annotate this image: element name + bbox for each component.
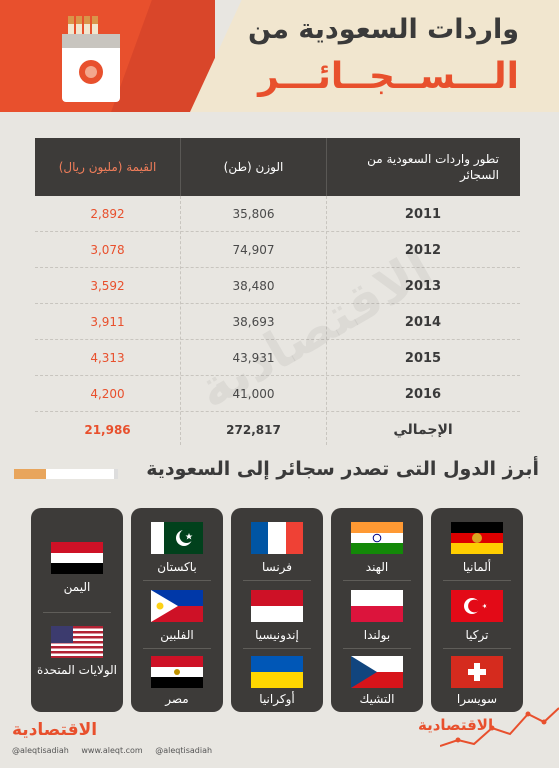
website-link[interactable]: www.aleqt.com xyxy=(81,746,143,755)
germany-flag-icon xyxy=(451,522,503,554)
cell-year: 2015 xyxy=(404,350,442,366)
table-row: 2,892 35,806 2011 xyxy=(35,196,520,232)
cell-weight: 38,693 xyxy=(232,315,275,329)
country-pakistan: باكستان xyxy=(157,560,197,574)
cell-weight: 35,806 xyxy=(232,207,275,221)
turkey-flag-icon xyxy=(451,590,503,622)
cell-value: 2,892 xyxy=(90,207,125,221)
total-label: الإجمالي xyxy=(393,422,453,438)
social-links: @aleqtisadiah www.aleqt.com @aleqtisadia… xyxy=(12,746,222,755)
cell-year: 2013 xyxy=(404,278,442,294)
cigarette-icon xyxy=(14,469,118,479)
header: واردات السعودية من الـــســجــائـــر xyxy=(0,0,559,112)
table-header: القيمة (مليون ريال) الوزن (طن) تطور وارد… xyxy=(35,138,520,196)
trend-line-icon xyxy=(440,707,559,747)
table-row: 4,313 43,931 2015 xyxy=(35,340,520,376)
poland-flag-icon xyxy=(351,590,403,622)
country-egypt: مصر xyxy=(165,692,189,706)
cell-year: 2011 xyxy=(404,206,442,222)
header-year: تطور واردات السعودية من السجائر xyxy=(367,152,499,182)
pakistan-flag-icon xyxy=(151,522,203,554)
country-card-column: فرنسا إندونيسيا أوكرانيا xyxy=(231,508,323,712)
country-france: فرنسا xyxy=(261,560,293,574)
table-row: 3,911 38,693 2014 xyxy=(35,304,520,340)
india-flag-icon xyxy=(351,522,403,554)
imports-table: القيمة (مليون ريال) الوزن (طن) تطور وارد… xyxy=(35,138,520,445)
country-card-column: اليمن الولايات المتحدة xyxy=(31,508,123,712)
country-germany: ألمانيا xyxy=(462,560,492,574)
header-value: القيمة (مليون ريال) xyxy=(58,160,157,174)
usa-flag-icon xyxy=(51,626,103,658)
country-poland: بولندا xyxy=(363,628,391,642)
cell-value: 3,592 xyxy=(90,279,125,293)
ukraine-flag-icon xyxy=(251,656,303,688)
cigarette-pack-icon xyxy=(62,16,120,102)
country-card-column: ألمانيا تركيا سويسرا xyxy=(431,508,523,712)
total-weight: 272,817 xyxy=(226,423,281,437)
page-title-line1: واردات السعودية من xyxy=(247,14,519,45)
table-row: 3,078 74,907 2012 xyxy=(35,232,520,268)
header-weight: الوزن (طن) xyxy=(223,160,284,174)
cell-value: 4,313 xyxy=(90,351,125,365)
cell-weight: 41,000 xyxy=(232,387,275,401)
cell-value: 4,200 xyxy=(90,387,125,401)
twitter-handle[interactable]: @aleqtisadiah xyxy=(12,746,69,755)
country-usa: الولايات المتحدة xyxy=(36,663,118,677)
footer-logo: الاقتصادية xyxy=(12,720,98,740)
cell-weight: 43,931 xyxy=(232,351,275,365)
cell-year: 2012 xyxy=(404,242,442,258)
header-title-panel xyxy=(190,0,559,112)
country-philippines: الفلبين xyxy=(160,628,194,642)
page-title-line2: الـــســجــائـــر xyxy=(258,56,519,97)
philippines-flag-icon xyxy=(151,590,203,622)
country-ukraine: أوكرانيا xyxy=(259,692,295,706)
total-value: 21,986 xyxy=(84,423,131,437)
cell-value: 3,078 xyxy=(90,243,125,257)
cell-year: 2016 xyxy=(404,386,442,402)
country-yemen: اليمن xyxy=(63,580,91,594)
indonesia-flag-icon xyxy=(251,590,303,622)
brand-logo: الاقتصادية xyxy=(418,716,494,734)
cell-year: 2014 xyxy=(404,314,442,330)
footer: الاقتصادية @aleqtisadiah www.aleqt.com @… xyxy=(0,718,559,768)
country-turkey: تركيا xyxy=(465,628,489,642)
cell-value: 3,911 xyxy=(90,315,125,329)
france-flag-icon xyxy=(251,522,303,554)
cell-weight: 38,480 xyxy=(232,279,275,293)
switzerland-flag-icon xyxy=(451,656,503,688)
table-row: 3,592 38,480 2013 xyxy=(35,268,520,304)
egypt-flag-icon xyxy=(151,656,203,688)
country-card-column: الهند بولندا التشيك xyxy=(331,508,423,712)
table-row: 4,200 41,000 2016 xyxy=(35,376,520,412)
country-indonesia: إندونيسيا xyxy=(255,628,299,642)
country-czech: التشيك xyxy=(359,692,395,706)
countries-heading: أبرز الدول التى تصدر سجائر إلى السعودية xyxy=(146,458,539,480)
country-card-column: باكستان الفلبين مصر xyxy=(131,508,223,712)
yemen-flag-icon xyxy=(51,542,103,574)
country-switzerland: سويسرا xyxy=(456,692,498,706)
instagram-handle[interactable]: @aleqtisadiah xyxy=(155,746,213,755)
cell-weight: 74,907 xyxy=(232,243,275,257)
table-total-row: 21,986 272,817 الإجمالي xyxy=(35,412,520,448)
country-india: الهند xyxy=(365,560,389,574)
czech-flag-icon xyxy=(351,656,403,688)
